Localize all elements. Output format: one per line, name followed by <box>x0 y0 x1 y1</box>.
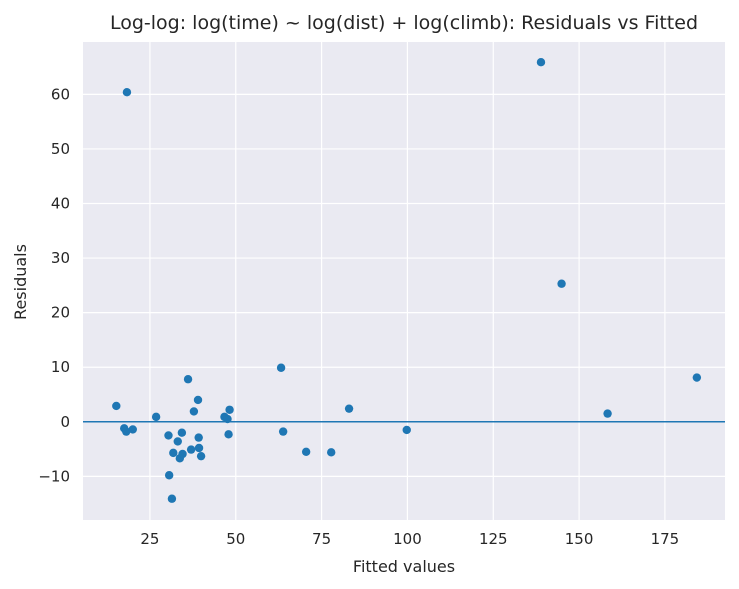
data-point <box>183 375 193 384</box>
data-point <box>301 447 311 456</box>
x-tick-label: 75 <box>312 530 331 548</box>
data-point <box>223 414 232 424</box>
data-point <box>327 448 336 457</box>
data-point <box>167 494 177 503</box>
data-point <box>122 427 131 436</box>
data-point <box>193 395 203 405</box>
data-point <box>196 451 206 461</box>
data-point <box>122 88 132 97</box>
x-tick-label: 150 <box>565 530 594 548</box>
data-point <box>278 427 288 436</box>
data-point <box>344 404 354 413</box>
data-point <box>557 279 566 288</box>
data-point <box>692 373 702 382</box>
chart-title: Log-log: log(time) ~ log(dist) + log(cli… <box>110 12 698 34</box>
x-tick-label: 125 <box>479 530 508 548</box>
data-point <box>151 412 161 422</box>
data-point <box>603 409 612 418</box>
data-point <box>169 448 178 458</box>
y-tick-label: 50 <box>51 140 70 158</box>
x-axis-label: Fitted values <box>353 557 455 576</box>
data-point <box>164 471 174 480</box>
data-points <box>112 57 702 503</box>
y-tick-label: 0 <box>60 413 70 431</box>
gridlines <box>83 42 725 520</box>
plot-area <box>83 42 725 520</box>
y-axis-ticks: −10 0 10 20 30 40 50 60 <box>38 85 70 485</box>
data-point <box>177 428 187 437</box>
x-tick-label: 100 <box>393 530 422 548</box>
data-point <box>194 443 204 453</box>
x-axis-ticks: 25 50 75 100 125 150 175 <box>140 530 679 548</box>
y-tick-label: 20 <box>51 304 70 322</box>
y-tick-label: −10 <box>38 467 70 485</box>
data-point <box>224 430 233 439</box>
data-point <box>536 57 546 67</box>
data-point <box>402 425 411 435</box>
y-axis-label: Residuals <box>11 244 30 320</box>
data-point <box>128 425 137 434</box>
data-point <box>276 363 286 372</box>
x-tick-label: 175 <box>651 530 680 548</box>
data-point <box>225 405 234 414</box>
data-point <box>173 437 182 446</box>
data-point <box>164 431 173 440</box>
y-tick-label: 30 <box>51 249 70 267</box>
data-point <box>186 445 196 454</box>
y-tick-label: 60 <box>51 85 70 103</box>
x-tick-label: 25 <box>140 530 159 548</box>
y-tick-label: 10 <box>51 358 70 376</box>
data-point <box>194 433 203 442</box>
y-tick-label: 40 <box>51 195 70 213</box>
data-point <box>178 449 187 459</box>
x-tick-label: 50 <box>226 530 245 548</box>
data-point <box>112 401 121 411</box>
data-point <box>189 407 199 416</box>
